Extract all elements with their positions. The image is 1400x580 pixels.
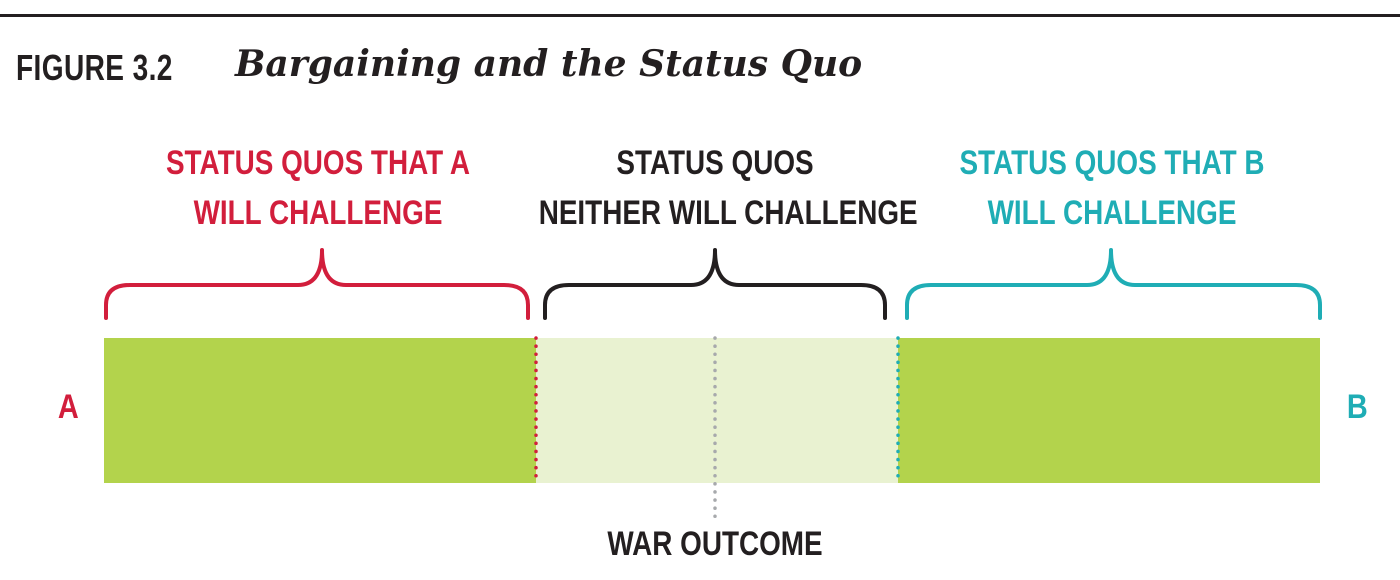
label-a-line-1: STATUS QUOS THAT A bbox=[165, 144, 471, 182]
label-neither-line-1: STATUS QUOS bbox=[616, 144, 814, 182]
label-a-line-2: WILL CHALLENGE bbox=[193, 194, 443, 232]
war-outcome-label: WAR OUTCOME bbox=[607, 525, 823, 563]
endpoint-b: B bbox=[1346, 388, 1368, 426]
label-a-challenge: STATUS QUOS THAT A WILL CHALLENGE bbox=[154, 138, 482, 238]
region-neither-challenge bbox=[536, 338, 898, 483]
brace-b bbox=[905, 248, 1322, 320]
label-neither-line-2: NEITHER WILL CHALLENGE bbox=[538, 194, 918, 232]
region-a-challenge bbox=[104, 338, 536, 483]
label-b-line-2: WILL CHALLENGE bbox=[987, 194, 1237, 232]
figure-title: Bargaining and the Status Quo bbox=[235, 43, 863, 85]
endpoint-a: A bbox=[57, 388, 79, 426]
top-rule bbox=[0, 14, 1400, 17]
label-b-line-1: STATUS QUOS THAT B bbox=[959, 144, 1265, 182]
region-b-challenge bbox=[898, 338, 1320, 483]
brace-neither bbox=[543, 248, 887, 320]
label-neither-challenge: STATUS QUOS NEITHER WILL CHALLENGE bbox=[538, 138, 918, 238]
figure-number: FIGURE 3.2 bbox=[16, 47, 173, 88]
brace-a bbox=[104, 248, 530, 320]
label-b-challenge: STATUS QUOS THAT B WILL CHALLENGE bbox=[948, 138, 1276, 238]
